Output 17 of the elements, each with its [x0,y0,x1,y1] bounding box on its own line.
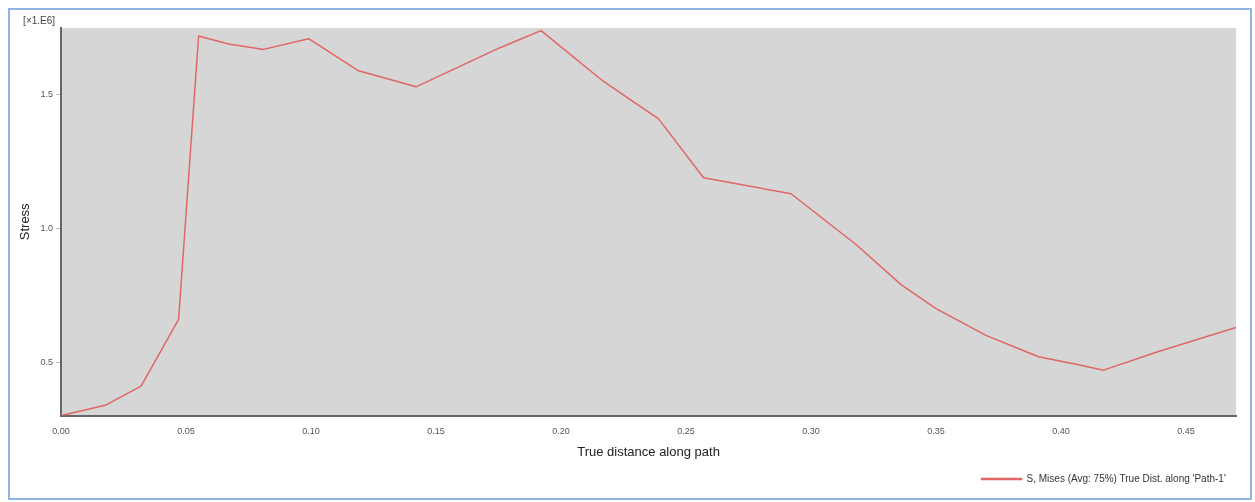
x-tick-label: 0.30 [802,426,820,437]
y-axis-title: Stress [17,202,33,241]
x-tick-label: 0.15 [427,426,445,437]
x-tick-label: 0.10 [302,426,320,437]
x-tick-label: 0.20 [552,426,570,437]
y-tick-label: 0.5 [40,356,54,367]
text: [×1.E6] [23,14,56,26]
x-tick-label: 0.25 [677,426,695,437]
x-tick-label: 0.45 [1177,426,1195,437]
x-tick-label: 0.35 [927,426,945,437]
x-tick-label: 0.05 [177,426,195,437]
x-tick-label: 0.00 [52,426,70,437]
legend-label: S, Mises (Avg: 75%) True Dist. along 'Path-1' [1026,472,1226,484]
y-tick-label: 1.0 [40,222,54,233]
x-tick-label: 0.40 [1052,426,1070,437]
x-axis-title: True distance along path [577,443,720,459]
y-tick-label: 1.5 [40,89,54,100]
